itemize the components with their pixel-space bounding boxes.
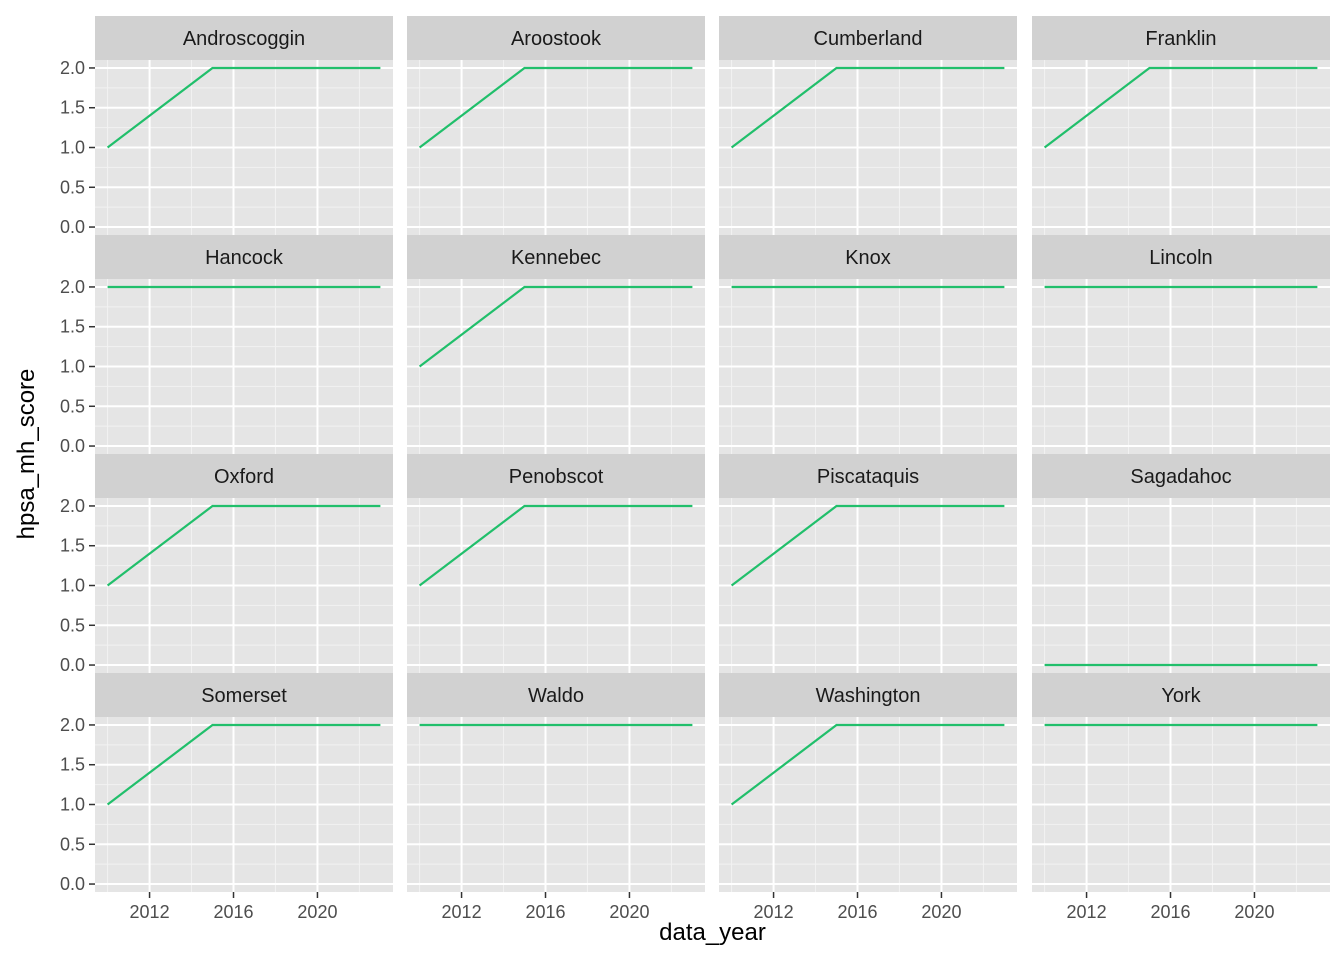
series-line — [106, 504, 381, 587]
y-tick-label: 1.5 — [60, 755, 85, 775]
facet-label: Lincoln — [1149, 247, 1212, 269]
y-tick-label: 1.0 — [60, 357, 85, 377]
y-tick-label: 2.0 — [60, 496, 85, 516]
y-tick-label: 1.5 — [60, 536, 85, 556]
facet-strip — [719, 673, 1017, 717]
facet-strip — [719, 454, 1017, 498]
x-tick-label: 2016 — [1150, 902, 1190, 922]
x-tick-label: 2012 — [442, 902, 482, 922]
y-tick-label: 0.0 — [60, 436, 85, 456]
facet-label: Androscoggin — [183, 28, 305, 50]
facet-strip — [1032, 673, 1330, 717]
series-line — [418, 285, 693, 368]
facet-label: Waldo — [528, 685, 584, 707]
facet-strip — [407, 454, 705, 498]
y-tick-label: 1.5 — [60, 317, 85, 337]
x-tick-label: 2012 — [1067, 902, 1107, 922]
facet-strip — [407, 673, 705, 717]
facet-strip — [719, 16, 1017, 60]
facet-strip — [1032, 454, 1330, 498]
facet-label: Aroostook — [511, 28, 602, 50]
facet-label: Penobscot — [509, 466, 604, 488]
x-tick-label: 2020 — [1234, 902, 1274, 922]
y-tick-label: 1.0 — [60, 576, 85, 596]
x-tick-label: 2020 — [609, 902, 649, 922]
series-line — [1043, 66, 1318, 149]
x-tick-label: 2020 — [921, 902, 961, 922]
facet-strip — [95, 673, 393, 717]
facet-label: Knox — [845, 247, 891, 269]
series-line — [418, 66, 693, 149]
facet-strip — [407, 16, 705, 60]
facet-label: Piscataquis — [817, 466, 919, 488]
x-tick-label: 2016 — [213, 902, 253, 922]
x-tick-label: 2016 — [525, 902, 565, 922]
y-tick-label: 2.0 — [60, 58, 85, 78]
facet-strip — [1032, 16, 1330, 60]
y-tick-label: 0.5 — [60, 177, 85, 197]
series-line — [730, 504, 1005, 587]
y-tick-label: 0.0 — [60, 217, 85, 237]
y-tick-label: 0.5 — [60, 396, 85, 416]
facet-strip — [95, 235, 393, 279]
series-line — [106, 66, 381, 149]
facet-label: Washington — [816, 685, 921, 707]
y-tick-label: 1.5 — [60, 98, 85, 118]
y-axis-title: hpsa_mh_score — [13, 369, 40, 540]
facet-strip — [95, 454, 393, 498]
facet-label: Franklin — [1145, 28, 1216, 50]
x-tick-label: 2020 — [297, 902, 337, 922]
facet-strip — [407, 235, 705, 279]
y-tick-label: 0.0 — [60, 655, 85, 675]
facet-label: Hancock — [205, 247, 284, 269]
facet-strip — [719, 235, 1017, 279]
x-axis-title: data_year — [659, 919, 766, 946]
y-tick-label: 2.0 — [60, 277, 85, 297]
series-line — [730, 66, 1005, 149]
x-tick-label: 2016 — [837, 902, 877, 922]
facet-strip — [1032, 235, 1330, 279]
y-tick-label: 2.0 — [60, 715, 85, 735]
facet-label: Oxford — [214, 466, 274, 488]
facet-label: Cumberland — [814, 28, 923, 50]
y-tick-label: 0.5 — [60, 615, 85, 635]
y-tick-label: 0.5 — [60, 834, 85, 854]
facet-label: Sagadahoc — [1130, 466, 1231, 488]
y-tick-label: 1.0 — [60, 138, 85, 158]
x-tick-label: 2012 — [130, 902, 170, 922]
series-line — [730, 723, 1005, 806]
series-line — [106, 723, 381, 806]
facet-strip — [95, 16, 393, 60]
x-tick-label: 2012 — [754, 902, 794, 922]
series-line — [418, 504, 693, 587]
facet-label: Kennebec — [511, 247, 601, 269]
y-tick-label: 0.0 — [60, 874, 85, 894]
y-tick-label: 1.0 — [60, 795, 85, 815]
facet-label: York — [1161, 685, 1201, 707]
facet-label: Somerset — [201, 685, 287, 707]
